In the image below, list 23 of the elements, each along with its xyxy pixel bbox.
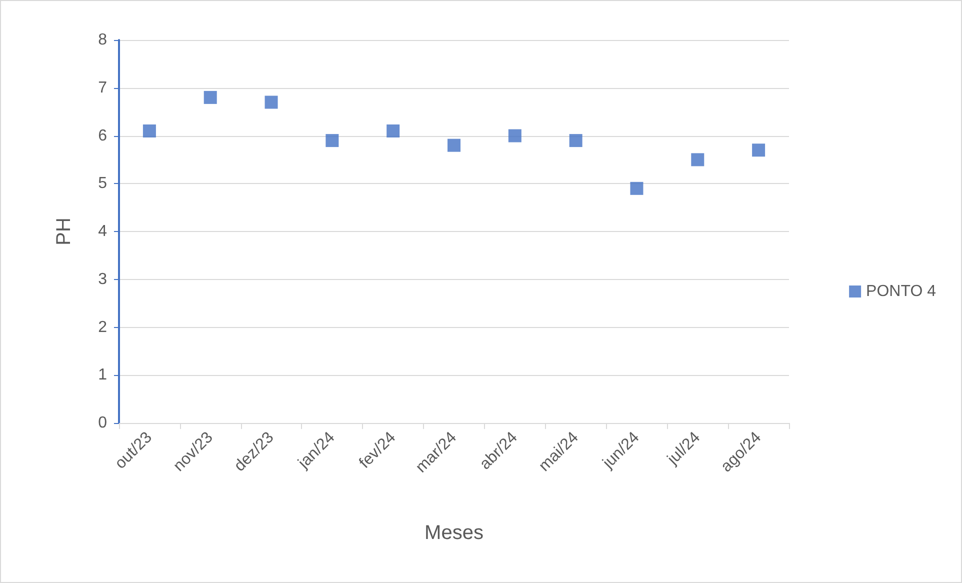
- y-tick-label: 0: [98, 414, 108, 432]
- y-tick-label: 4: [98, 223, 108, 240]
- point: [752, 144, 766, 157]
- y-tick-label: 6: [98, 127, 108, 144]
- point: [691, 153, 704, 166]
- y-tick-label: 3: [98, 270, 108, 288]
- y-tick-label: 5: [98, 175, 108, 192]
- point: [569, 134, 582, 148]
- y-tick-label: 8: [98, 32, 108, 48]
- point: [142, 124, 156, 138]
- point: [204, 90, 217, 104]
- point: [264, 96, 278, 109]
- y-tick-label: 7: [98, 79, 108, 96]
- point: [448, 138, 460, 152]
- x-axis-title: Meses: [424, 522, 484, 544]
- point: [326, 134, 339, 148]
- point: [508, 129, 522, 142]
- y-tick-label: 2: [98, 318, 108, 336]
- point: [630, 182, 644, 195]
- y-axis-title: PH: [53, 218, 75, 246]
- point: [386, 124, 400, 138]
- y-tick-label: 1: [98, 366, 108, 384]
- legend-label: PONTO 4: [866, 283, 936, 300]
